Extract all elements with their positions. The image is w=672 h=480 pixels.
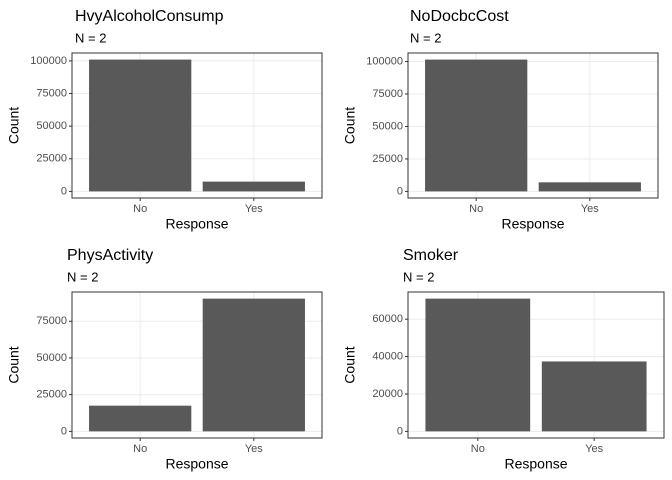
y-tick-label: 0 bbox=[397, 425, 403, 437]
x-axis-title: Response bbox=[504, 456, 567, 472]
y-tick-label: 0 bbox=[61, 425, 67, 437]
y-tick-label: 100000 bbox=[366, 55, 403, 67]
x-tick-label: No bbox=[133, 203, 147, 215]
y-tick-label: 50000 bbox=[372, 120, 403, 132]
y-tick-label: 75000 bbox=[372, 88, 403, 100]
x-axis-title: Response bbox=[165, 216, 228, 232]
chart-subtitle: N = 2 bbox=[403, 269, 434, 284]
y-tick-label: 100000 bbox=[30, 55, 67, 67]
chart-subtitle: N = 2 bbox=[410, 30, 441, 45]
plot-border bbox=[407, 52, 659, 199]
bar bbox=[425, 298, 531, 432]
x-axis-title: Response bbox=[165, 456, 228, 472]
x-tick-label: No bbox=[471, 443, 485, 455]
y-tick-label: 75000 bbox=[36, 315, 67, 327]
bar bbox=[202, 181, 305, 192]
y-tick-label: 50000 bbox=[36, 120, 67, 132]
plot-border bbox=[71, 52, 323, 199]
y-tick-label: 0 bbox=[397, 185, 403, 197]
y-tick-label: 75000 bbox=[36, 87, 67, 99]
x-axis-title: Response bbox=[501, 216, 564, 232]
x-tick-label: No bbox=[133, 443, 147, 455]
chart-title: NoDocbcCost bbox=[410, 8, 509, 25]
y-tick-label: 25000 bbox=[36, 389, 67, 401]
y-axis-title: Count bbox=[6, 346, 22, 383]
y-tick-label: 50000 bbox=[36, 352, 67, 364]
y-tick-label: 20000 bbox=[372, 388, 403, 400]
chart-title: HvyAlcoholConsump bbox=[75, 8, 224, 25]
bar bbox=[538, 182, 641, 192]
bar bbox=[202, 298, 305, 432]
y-axis-title: Count bbox=[342, 346, 358, 383]
y-tick-label: 60000 bbox=[372, 313, 403, 325]
y-tick-label: 40000 bbox=[372, 350, 403, 362]
x-tick-label: Yes bbox=[245, 443, 263, 455]
chart-subtitle: N = 2 bbox=[67, 269, 98, 284]
bar bbox=[89, 405, 192, 432]
chart-title: PhysActivity bbox=[67, 247, 153, 264]
y-tick-label: 0 bbox=[61, 185, 67, 197]
y-axis-title: Count bbox=[342, 107, 358, 144]
x-tick-label: No bbox=[469, 203, 483, 215]
bar bbox=[425, 59, 528, 192]
bar bbox=[541, 361, 647, 432]
chart-title: Smoker bbox=[403, 247, 459, 264]
x-tick-label: Yes bbox=[581, 203, 599, 215]
chart-subtitle: N = 2 bbox=[75, 30, 106, 45]
x-tick-label: Yes bbox=[245, 203, 263, 215]
y-tick-label: 25000 bbox=[36, 153, 67, 165]
y-tick-label: 25000 bbox=[372, 153, 403, 165]
plot-border bbox=[407, 291, 665, 439]
y-axis-title: Count bbox=[6, 107, 22, 144]
bar bbox=[89, 59, 192, 192]
x-tick-label: Yes bbox=[585, 443, 603, 455]
plot-border bbox=[71, 291, 323, 439]
